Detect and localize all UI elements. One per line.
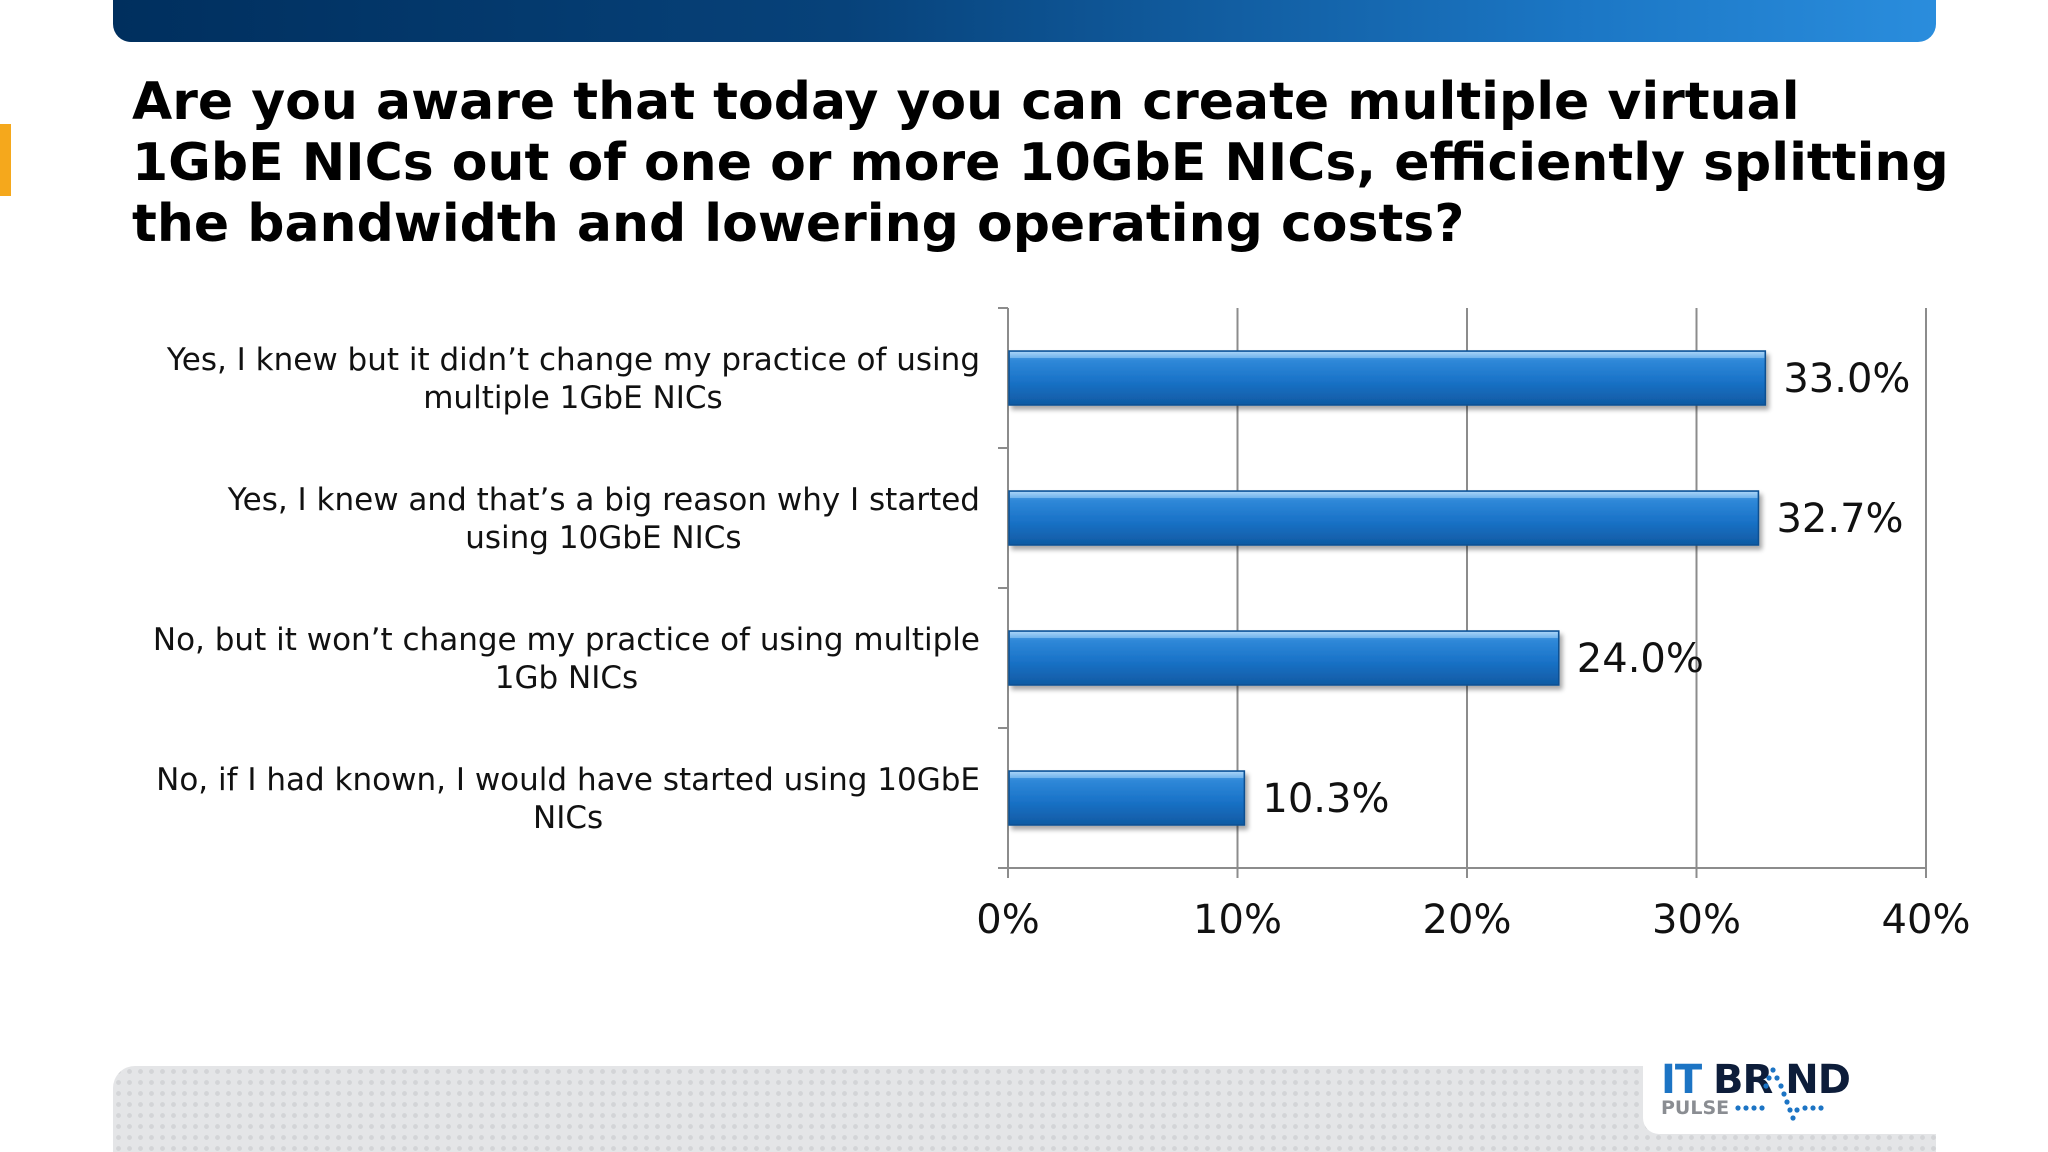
x-tick-label: 10% [1193, 897, 1282, 943]
slide-title: Are you aware that today you can create … [132, 72, 1949, 254]
bar-value-label: 32.7% [1776, 496, 1903, 542]
bar-highlight [1010, 492, 1758, 498]
logo-text-it: IT [1661, 1057, 1702, 1103]
logo-area: IT BR ND PULSE [1643, 1040, 1936, 1134]
itbrandpulse-logo: IT BR ND PULSE [1661, 1060, 1901, 1130]
bar-rect [1008, 490, 1760, 546]
category-label: NICs [533, 800, 603, 836]
bar [1008, 630, 1560, 686]
bar-value-label: 33.0% [1783, 356, 1910, 402]
side-accent-bar [0, 124, 11, 196]
logo-pulse-dots-icon [1735, 1067, 1824, 1121]
x-tick-label: 30% [1652, 897, 1741, 943]
bar-rect [1008, 630, 1560, 686]
top-banner [113, 0, 1936, 42]
x-tick-label: 40% [1882, 897, 1971, 943]
bar-highlight [1010, 632, 1558, 638]
bar-value-label: 10.3% [1262, 776, 1389, 822]
bar-rect [1008, 770, 1246, 826]
category-label: Yes, I knew and that’s a big reason why … [227, 482, 980, 518]
category-label: multiple 1GbE NICs [423, 380, 722, 416]
bar [1008, 350, 1767, 406]
category-label: 1Gb NICs [495, 660, 638, 696]
category-label: No, but it won’t change my practice of u… [153, 622, 980, 658]
bar-rect [1008, 350, 1767, 406]
x-tick-label: 0% [976, 897, 1039, 943]
bar [1008, 490, 1760, 546]
category-label: using 10GbE NICs [465, 520, 741, 556]
category-label: Yes, I knew but it didn’t change my prac… [166, 342, 980, 378]
x-tick-label: 20% [1423, 897, 1512, 943]
bar-highlight [1010, 352, 1765, 358]
category-label: No, if I had known, I would have started… [156, 762, 980, 798]
bar-highlight [1010, 772, 1244, 778]
bar-value-label: 24.0% [1577, 636, 1704, 682]
logo-text-pulse: PULSE [1661, 1097, 1730, 1119]
footer-bar [113, 1066, 1936, 1152]
bar [1008, 770, 1246, 826]
